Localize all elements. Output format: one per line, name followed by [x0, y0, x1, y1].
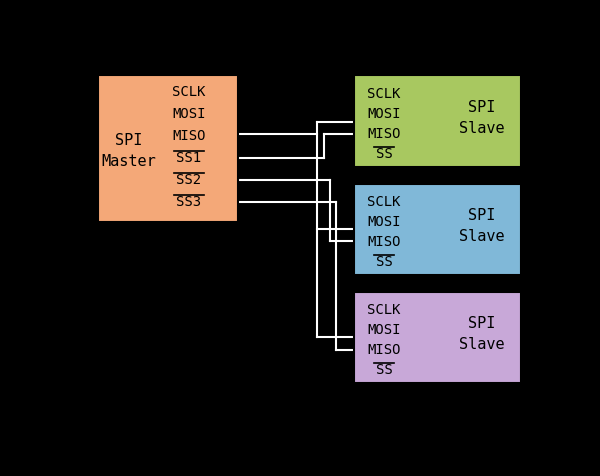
Text: SS1: SS1 [176, 151, 202, 165]
Text: SS: SS [376, 147, 392, 161]
FancyBboxPatch shape [98, 75, 238, 222]
Text: SS: SS [376, 255, 392, 269]
Text: MISO: MISO [172, 129, 206, 143]
FancyBboxPatch shape [354, 184, 521, 275]
Text: SS2: SS2 [176, 173, 202, 187]
Text: MOSI: MOSI [367, 323, 401, 337]
Text: SCLK: SCLK [367, 303, 401, 317]
Text: SPI
Master: SPI Master [101, 133, 156, 169]
Text: SPI
Slave: SPI Slave [459, 316, 505, 352]
Text: SS3: SS3 [176, 195, 202, 209]
Text: MOSI: MOSI [172, 107, 206, 121]
Text: MOSI: MOSI [367, 107, 401, 121]
Text: SCLK: SCLK [367, 87, 401, 101]
Text: SPI
Slave: SPI Slave [459, 208, 505, 244]
Text: SS: SS [376, 364, 392, 377]
Text: SCLK: SCLK [172, 85, 206, 99]
Text: MISO: MISO [367, 235, 401, 249]
Text: MISO: MISO [367, 127, 401, 141]
Text: MISO: MISO [367, 343, 401, 357]
FancyBboxPatch shape [354, 292, 521, 383]
Text: SPI
Slave: SPI Slave [459, 99, 505, 136]
Text: SCLK: SCLK [367, 195, 401, 209]
Text: MOSI: MOSI [367, 215, 401, 229]
FancyBboxPatch shape [354, 76, 521, 167]
